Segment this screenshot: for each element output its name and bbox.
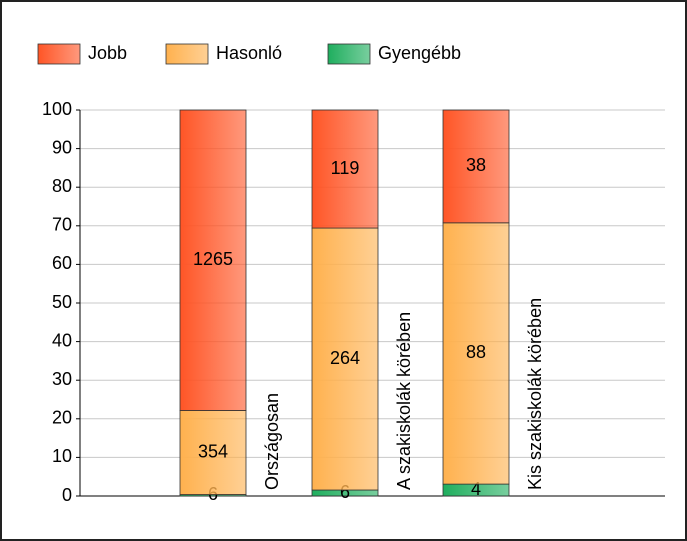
value-label: 6 [340,482,350,502]
y-tick-label: 40 [52,330,72,350]
y-tick-label: 10 [52,446,72,466]
value-label: 4 [471,479,481,499]
category-label: Kis szakiskolák körében [525,298,545,490]
legend-label: Gyengébb [378,43,461,63]
value-label: 88 [466,342,486,362]
legend-swatch [165,43,209,65]
y-tick-label: 20 [52,408,72,428]
value-label: 354 [198,441,228,461]
bar-segment [442,109,510,224]
legend-swatch [37,43,81,65]
y-tick-label: 100 [42,99,72,119]
y-tick-label: 30 [52,369,72,389]
bar-segment [179,410,247,495]
value-label: 38 [466,155,486,175]
bar-segment [442,222,510,485]
y-tick-label: 60 [52,253,72,273]
value-label: 264 [330,348,360,368]
legend-label: Jobb [88,43,127,63]
y-tick-label: 90 [52,137,72,157]
bar-segment [179,109,247,411]
legend-swatch [327,43,371,65]
legend-label: Hasonló [216,43,282,63]
category-label: A szakiskolák körében [394,312,414,490]
category-label: Országosan [262,393,282,490]
value-label: 1265 [193,249,233,269]
y-tick-label: 50 [52,292,72,312]
y-tick-label: 80 [52,176,72,196]
y-tick-label: 0 [62,485,72,505]
y-tick-label: 70 [52,215,72,235]
bar-segment [311,109,379,229]
value-label: 119 [331,158,360,178]
